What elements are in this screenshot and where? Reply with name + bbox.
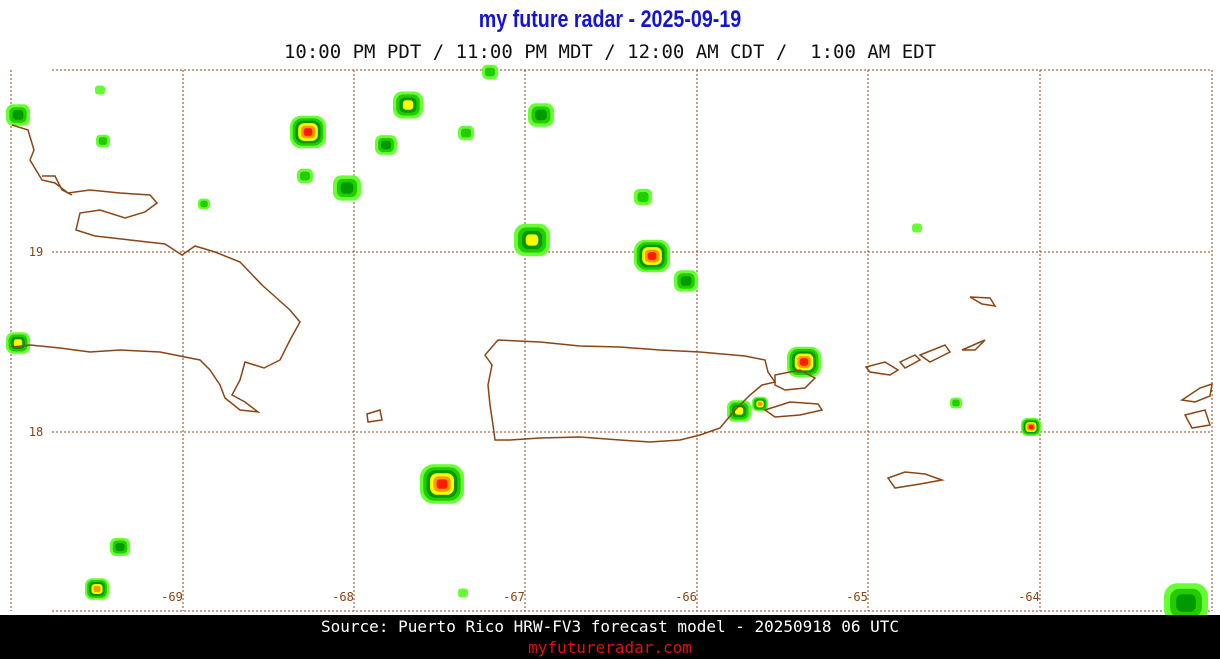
echo	[458, 125, 474, 141]
echo-layer	[381, 140, 391, 150]
coastline	[366, 409, 383, 423]
echo-layer	[647, 252, 657, 260]
coastline	[774, 369, 817, 391]
echo-layer	[912, 223, 922, 233]
site-link[interactable]: myfutureradar.com	[528, 638, 692, 657]
coastline	[864, 339, 986, 376]
coastline	[763, 401, 824, 418]
echo	[787, 346, 821, 378]
longitude-label: -69	[161, 590, 183, 604]
echo	[110, 538, 130, 556]
echo-layer	[402, 100, 414, 110]
echo	[6, 332, 30, 354]
title: my future radar - 2025-09-19	[479, 5, 741, 32]
latitude-label: 19	[29, 245, 43, 259]
source: Source: Puerto Rico HRW-FV3 forecast mod…	[321, 617, 899, 636]
echo-layer	[535, 109, 547, 121]
echo-layer	[952, 399, 960, 407]
longitude-label: -66	[675, 590, 697, 604]
echo	[333, 175, 361, 201]
echo	[727, 400, 751, 422]
echo	[420, 464, 464, 504]
echo	[375, 135, 397, 155]
echo-layer	[680, 276, 692, 286]
echo	[198, 198, 210, 210]
echo-layer	[458, 588, 468, 598]
longitude-label: -65	[846, 590, 868, 604]
coastline	[1179, 382, 1213, 429]
echo-layer	[525, 234, 539, 246]
longitude-label: -64	[1018, 590, 1040, 604]
echo	[528, 103, 554, 127]
coastline	[886, 471, 945, 489]
echo-layer	[485, 67, 495, 77]
graticule	[10, 69, 1213, 612]
echo-layer	[340, 182, 354, 194]
coastline	[484, 339, 777, 443]
coastlines	[11, 124, 1213, 489]
echo-layer	[95, 85, 105, 95]
echo	[393, 91, 423, 119]
echo	[290, 115, 326, 149]
echo-layer	[799, 358, 809, 366]
echo-layer	[1028, 424, 1034, 430]
echo	[6, 104, 30, 126]
echo	[634, 188, 652, 206]
echo	[912, 223, 922, 233]
coastline	[11, 124, 301, 414]
echo-layer	[303, 128, 313, 136]
longitude-label: -68	[332, 590, 354, 604]
echo	[458, 588, 468, 598]
echo	[514, 223, 550, 257]
echo	[752, 396, 768, 412]
map-area	[10, 68, 1220, 613]
echo-layer	[115, 543, 125, 551]
echo-layer	[461, 128, 471, 138]
echo	[297, 168, 313, 184]
echo-layer	[13, 339, 23, 347]
echo	[950, 397, 962, 409]
echo	[634, 239, 670, 273]
echo-layer	[757, 401, 763, 407]
echo-layer	[436, 479, 448, 489]
longitude-label: -67	[503, 590, 525, 604]
latitude-label: 18	[29, 425, 43, 439]
echo	[1021, 418, 1041, 436]
radar-echoes	[6, 64, 1208, 623]
echo-layer	[1176, 594, 1196, 612]
echo	[1164, 583, 1208, 623]
echo-layer	[200, 200, 208, 208]
echo	[482, 64, 498, 80]
echo-layer	[300, 171, 310, 181]
graticule-labels: -69 -68 -67 -66 -65 -64 19 18	[29, 245, 1040, 604]
echo	[85, 578, 109, 600]
echo-layer	[637, 192, 649, 202]
map: -69 -68 -67 -66 -65 -64 19 18	[6, 64, 1220, 623]
echo-layer	[98, 137, 108, 145]
coastline	[42, 175, 73, 196]
echo	[96, 134, 110, 148]
echo	[674, 270, 698, 292]
echo-layer	[12, 110, 24, 120]
echo-layer	[93, 585, 101, 593]
coastline	[969, 296, 997, 307]
echo	[95, 85, 105, 95]
time-zones: 10:00 PM PDT / 11:00 PM MDT / 12:00 AM C…	[284, 41, 936, 63]
footer-bar	[0, 615, 1220, 659]
